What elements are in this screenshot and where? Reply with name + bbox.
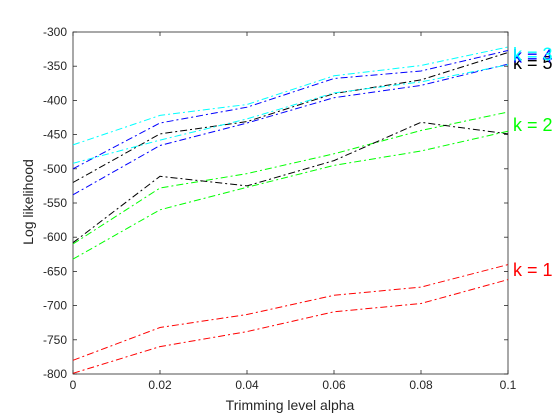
series-line-9 (72, 46, 509, 146)
series-line-10 (72, 64, 509, 164)
y-tick-label: -600 (43, 230, 67, 244)
series-line-1 (72, 264, 509, 361)
y-tick-label: -450 (43, 128, 67, 142)
series-annotation: k = 3 (513, 45, 553, 65)
x-tick-label: 0.1 (500, 378, 517, 392)
series-annotation: k = 1 (513, 260, 553, 280)
series-annotation: k = 5 (513, 53, 553, 73)
y-tick-label: -700 (43, 299, 67, 313)
series-layer (72, 46, 509, 374)
series-annotation: k = 2 (513, 115, 553, 135)
series-line-3 (72, 111, 509, 245)
y-tick-label: -300 (43, 25, 67, 39)
series-line-2 (72, 279, 509, 374)
axes: 0 0.02 0.04 0.06 0.08 0.1 -800 -750 -700 -650 -600… (43, 25, 517, 392)
y-tick-label: -500 (43, 162, 67, 176)
series-line-7 (72, 63, 509, 196)
x-tick-label: 0.06 (322, 378, 346, 392)
x-tick-label: 0 (70, 378, 77, 392)
annotation-layer: k = 1 k = 2 k = 5k = 4k = 3 (513, 45, 553, 280)
y-tick-label: -350 (43, 59, 67, 73)
x-axis-label: Trimming level alpha (226, 397, 355, 413)
y-tick-label: -650 (43, 264, 67, 278)
series-line-5 (72, 121, 509, 244)
plot-area (72, 31, 509, 375)
x-tick-label: 0.08 (409, 378, 433, 392)
y-tick-label: -750 (43, 333, 67, 347)
y-tick-label: -400 (43, 93, 67, 107)
y-tick-label: -550 (43, 196, 67, 210)
series-line-8 (72, 50, 509, 170)
plot-frame (72, 31, 509, 375)
x-tick-label: 0.02 (148, 378, 172, 392)
y-tick-label: -800 (43, 367, 67, 381)
x-tick-label: 0.04 (235, 378, 259, 392)
y-axis-label: Log likelihood (20, 159, 36, 245)
series-annotation: k = 4 (513, 47, 553, 67)
